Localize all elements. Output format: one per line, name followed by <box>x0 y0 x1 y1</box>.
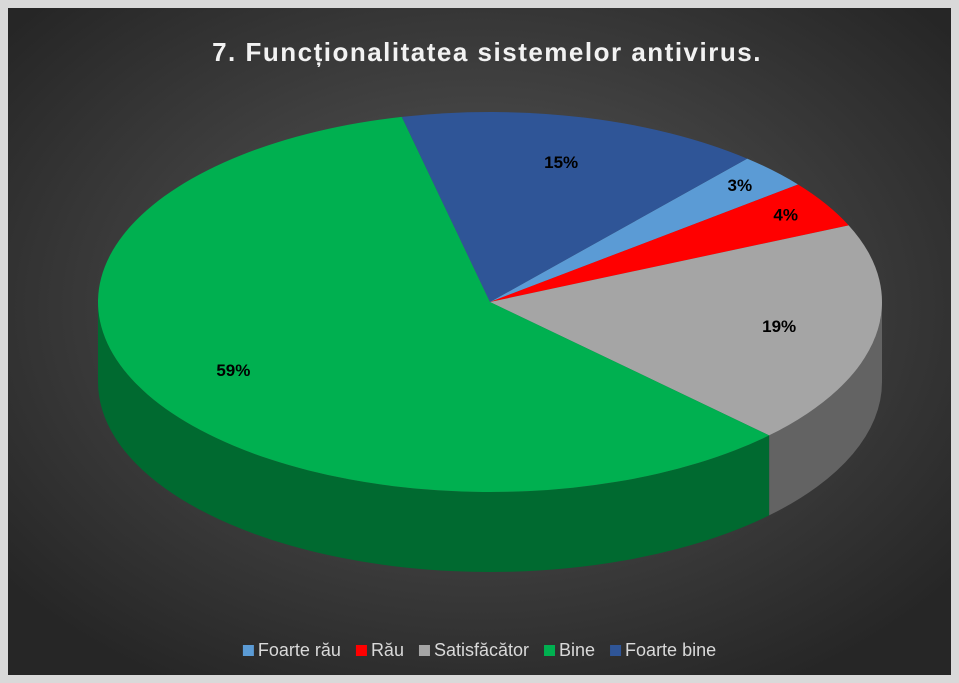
chart-title: 7. Funcționalitatea sistemelor antivirus… <box>212 37 762 67</box>
slice <box>490 158 799 302</box>
slice <box>97 116 770 493</box>
legend-swatch <box>610 645 622 656</box>
slice <box>401 112 748 303</box>
legend-swatch <box>355 645 367 656</box>
legend-swatch <box>242 645 254 656</box>
legend-label: Foarte rău <box>258 640 341 660</box>
legend-swatch <box>544 645 556 656</box>
legend-label: Rău <box>371 640 404 660</box>
slice-side <box>98 302 770 572</box>
data-label: 59% <box>216 361 250 380</box>
legend-label: Foarte bine <box>625 640 716 660</box>
slice <box>490 184 849 302</box>
data-label: 3% <box>728 176 753 195</box>
slice <box>490 225 882 436</box>
data-label: 15% <box>544 153 578 172</box>
data-label: 19% <box>762 317 796 336</box>
legend-swatch <box>418 645 430 656</box>
data-label: 4% <box>773 205 798 224</box>
slice-side <box>769 302 883 516</box>
legend-label: Bine <box>559 640 595 660</box>
legend-label: Satisfăcător <box>434 640 529 660</box>
